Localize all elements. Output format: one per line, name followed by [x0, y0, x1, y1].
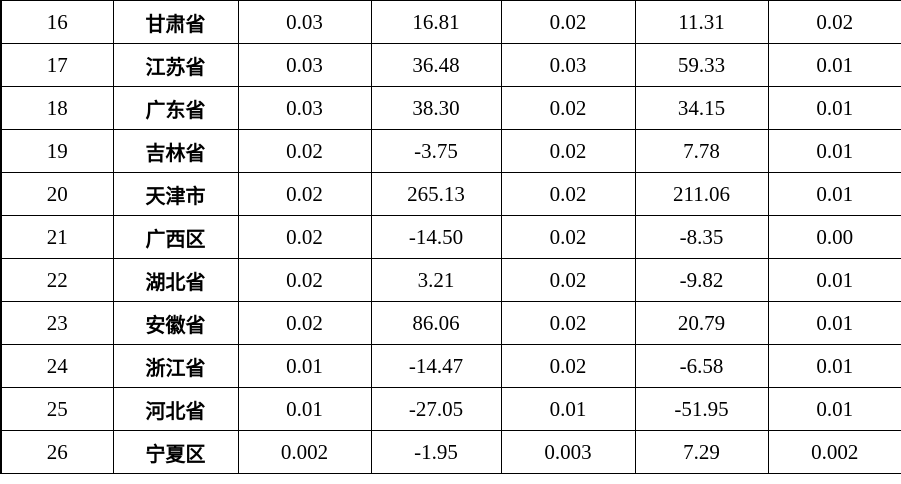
region-cell: 湖北省 — [112, 258, 239, 302]
table-cell: 0.01 — [767, 172, 901, 216]
table-cell: 0.01 — [767, 86, 901, 130]
table-cell: 0.03 — [500, 43, 636, 87]
table-cell: 20.79 — [634, 301, 769, 345]
table-cell: -8.35 — [634, 215, 769, 259]
table-cell: 0.03 — [237, 86, 372, 130]
table-cell: 0.01 — [767, 43, 901, 87]
table-row: 23 安徽省 0.02 86.06 0.02 20.79 0.01 — [0, 301, 901, 345]
table-row: 21 广西区 0.02 -14.50 0.02 -8.35 0.00 — [0, 215, 901, 259]
table-row: 18 广东省 0.03 38.30 0.02 34.15 0.01 — [0, 86, 901, 130]
table-cell: 0.02 — [767, 0, 901, 44]
table-cell: 38.30 — [370, 86, 502, 130]
table-body: 16 甘肃省 0.03 16.81 0.02 11.31 0.02 17 江苏省 0.03 36.4… — [0, 0, 901, 474]
table-cell: 0.03 — [237, 43, 372, 87]
table-cell: 0.02 — [500, 86, 636, 130]
region-cell: 宁夏区 — [112, 430, 239, 474]
table-cell: -14.47 — [370, 344, 502, 388]
table-cell: -6.58 — [634, 344, 769, 388]
region-cell: 广西区 — [112, 215, 239, 259]
table-cell: 17 — [0, 43, 114, 87]
table-cell: -3.75 — [370, 129, 502, 173]
table-cell: 0.02 — [237, 301, 372, 345]
table-cell: 0.02 — [500, 301, 636, 345]
table-cell: -51.95 — [634, 387, 769, 431]
region-cell: 吉林省 — [112, 129, 239, 173]
table-cell: 265.13 — [370, 172, 502, 216]
table-cell: 0.01 — [237, 344, 372, 388]
table-cell: -14.50 — [370, 215, 502, 259]
table-cell: 22 — [0, 258, 114, 302]
table-cell: 34.15 — [634, 86, 769, 130]
table-cell: 11.31 — [634, 0, 769, 44]
table-cell: 0.01 — [767, 258, 901, 302]
table-cell: 0.01 — [767, 301, 901, 345]
table-cell: 23 — [0, 301, 114, 345]
table-row: 24 浙江省 0.01 -14.47 0.02 -6.58 0.01 — [0, 344, 901, 388]
region-cell: 广东省 — [112, 86, 239, 130]
table-cell: 25 — [0, 387, 114, 431]
table-row: 17 江苏省 0.03 36.48 0.03 59.33 0.01 — [0, 43, 901, 87]
region-cell: 安徽省 — [112, 301, 239, 345]
table-cell: 0.03 — [237, 0, 372, 44]
table-cell: 24 — [0, 344, 114, 388]
table-cell: 3.21 — [370, 258, 502, 302]
table-cell: 0.02 — [237, 129, 372, 173]
table-cell: 0.00 — [767, 215, 901, 259]
table-row: 20 天津市 0.02 265.13 0.02 211.06 0.01 — [0, 172, 901, 216]
table-cell: 0.002 — [767, 430, 901, 474]
table-cell: 26 — [0, 430, 114, 474]
table-cell: 0.02 — [500, 0, 636, 44]
table-cell: 20 — [0, 172, 114, 216]
region-cell: 河北省 — [112, 387, 239, 431]
table-cell: 0.02 — [500, 215, 636, 259]
table-cell: 0.01 — [767, 129, 901, 173]
table-cell: 16.81 — [370, 0, 502, 44]
table-cell: 0.02 — [500, 172, 636, 216]
table-cell: 19 — [0, 129, 114, 173]
table-cell: 7.29 — [634, 430, 769, 474]
region-cell: 浙江省 — [112, 344, 239, 388]
table-cell: 211.06 — [634, 172, 769, 216]
table-cell: 0.02 — [237, 215, 372, 259]
table-cell: -27.05 — [370, 387, 502, 431]
table-cell: -9.82 — [634, 258, 769, 302]
table-cell: 0.003 — [500, 430, 636, 474]
table-cell: 21 — [0, 215, 114, 259]
table-cell: 18 — [0, 86, 114, 130]
table-cell: 0.01 — [500, 387, 636, 431]
table-cell: 7.78 — [634, 129, 769, 173]
table-cell: -1.95 — [370, 430, 502, 474]
table-row: 25 河北省 0.01 -27.05 0.01 -51.95 0.01 — [0, 387, 901, 431]
table-cell: 0.002 — [237, 430, 372, 474]
region-cell: 天津市 — [112, 172, 239, 216]
table-cell: 0.01 — [237, 387, 372, 431]
region-cell: 江苏省 — [112, 43, 239, 87]
table-row: 22 湖北省 0.02 3.21 0.02 -9.82 0.01 — [0, 258, 901, 302]
table-cell: 0.02 — [237, 172, 372, 216]
data-table: 16 甘肃省 0.03 16.81 0.02 11.31 0.02 17 江苏省 0.03 36.4… — [0, 0, 901, 474]
table-cell: 0.02 — [237, 258, 372, 302]
table-row: 19 吉林省 0.02 -3.75 0.02 7.78 0.01 — [0, 129, 901, 173]
table-row: 16 甘肃省 0.03 16.81 0.02 11.31 0.02 — [0, 0, 901, 44]
table-cell: 0.02 — [500, 344, 636, 388]
table-cell: 0.02 — [500, 258, 636, 302]
table-cell: 16 — [0, 0, 114, 44]
table-cell: 36.48 — [370, 43, 502, 87]
table-row: 26 宁夏区 0.002 -1.95 0.003 7.29 0.002 — [0, 430, 901, 474]
table-cell: 0.01 — [767, 344, 901, 388]
region-cell: 甘肃省 — [112, 0, 239, 44]
table-cell: 59.33 — [634, 43, 769, 87]
table-cell: 86.06 — [370, 301, 502, 345]
table-cell: 0.02 — [500, 129, 636, 173]
table-cell: 0.01 — [767, 387, 901, 431]
